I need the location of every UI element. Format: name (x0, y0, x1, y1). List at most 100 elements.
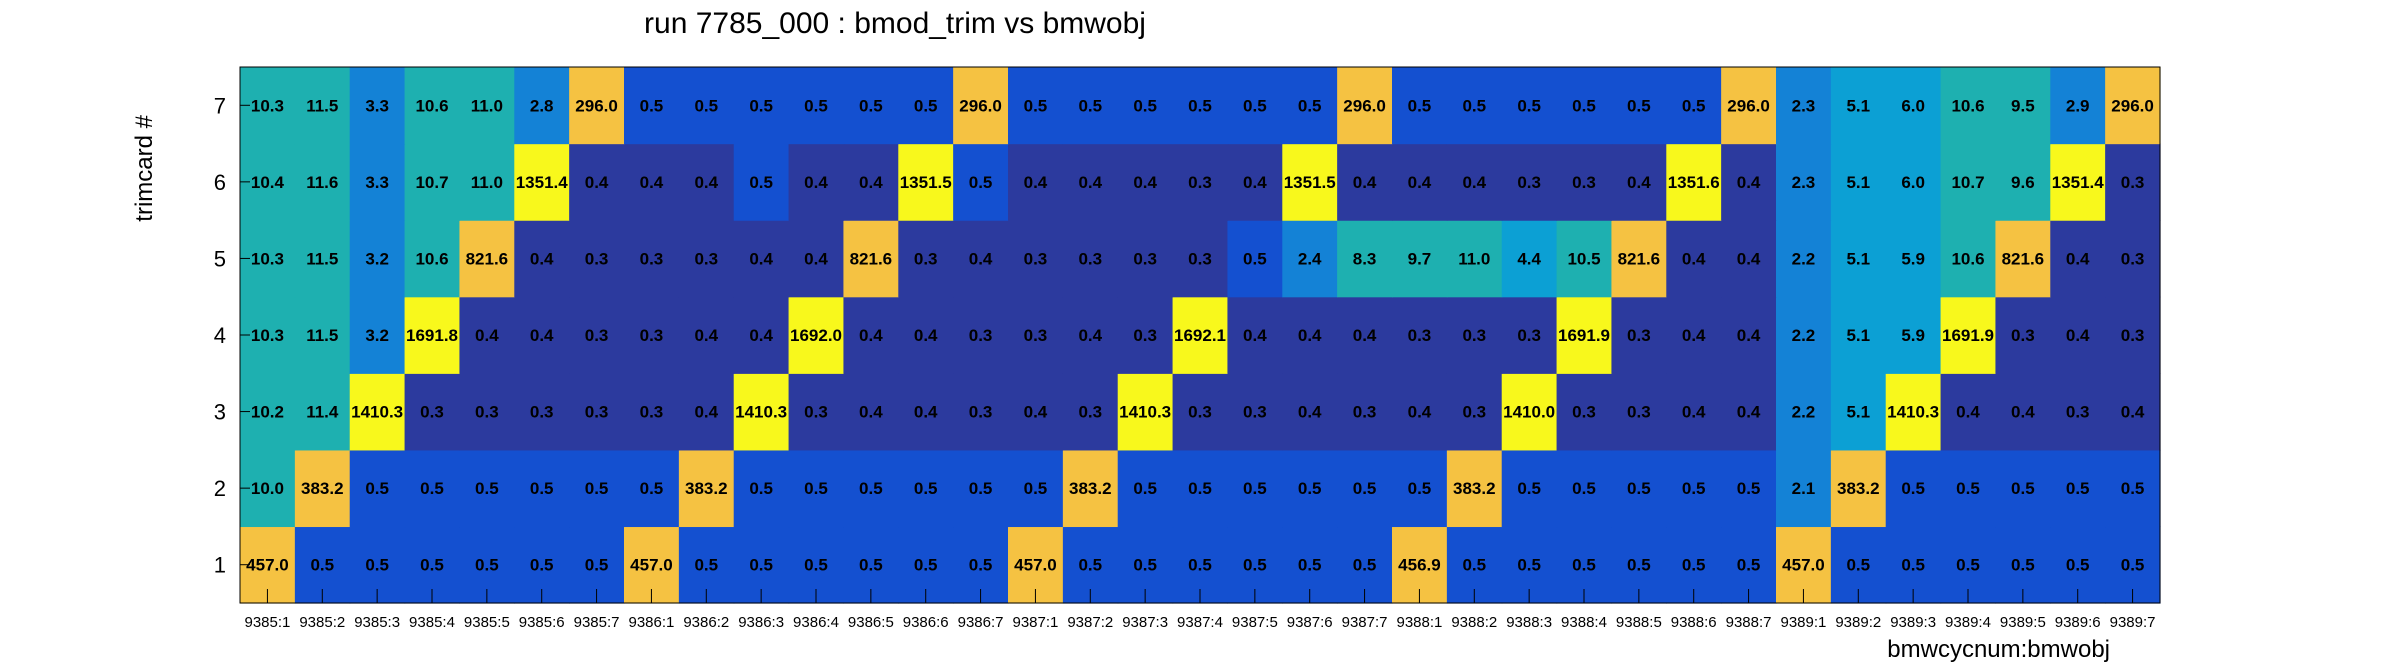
heatmap-cell (1227, 296, 1283, 374)
heatmap-cell (1282, 373, 1338, 451)
y-tick-label: 7 (214, 93, 226, 118)
heatmap-cell (624, 449, 680, 528)
heatmap-cell (1172, 67, 1229, 145)
heatmap-cell (569, 296, 625, 374)
y-axis-title: trimcard # (131, 114, 158, 221)
cell-value-label: 821.6 (466, 249, 509, 268)
cell-value-label: 8.3 (1353, 249, 1377, 268)
heatmap-cell (1227, 220, 1283, 298)
cell-value-label: 0.5 (749, 96, 773, 115)
heatmap-cell (953, 67, 1009, 145)
heatmap-cell (1611, 220, 1667, 298)
cell-value-label: 0.3 (1353, 403, 1377, 422)
heatmap-cell (624, 143, 680, 221)
heatmap-cell (1008, 67, 1064, 145)
cell-value-label: 2.4 (1298, 249, 1322, 268)
heatmap-cell (2050, 449, 2106, 528)
cell-value-label: 10.5 (1567, 249, 1600, 268)
cell-value-label: 0.5 (1682, 96, 1706, 115)
cell-value-label: 296.0 (2111, 96, 2154, 115)
cell-value-label: 11.0 (471, 96, 503, 115)
heatmap-cell (1611, 143, 1667, 221)
cell-value-label: 0.4 (1408, 403, 1432, 422)
cell-value-label: 1351.4 (516, 173, 569, 192)
heatmap-cell (898, 143, 954, 221)
heatmap-cell (1995, 373, 2051, 451)
cell-value-label: 11.5 (306, 249, 338, 268)
x-tick-label: 9389:3 (1890, 614, 1936, 631)
cell-value-label: 11.0 (471, 173, 503, 192)
heatmap-cell (349, 296, 406, 374)
heatmap-cell (2050, 373, 2106, 451)
heatmap-cell (1117, 220, 1174, 298)
cell-value-label: 0.3 (2121, 173, 2145, 192)
heatmap-cell (1337, 220, 1393, 298)
cell-value-label: 1351.5 (900, 173, 952, 192)
heatmap-cell (1227, 373, 1283, 451)
cell-value-label: 0.5 (969, 479, 993, 498)
cell-value-label: 6.0 (1901, 173, 1925, 192)
heatmap-cell (788, 67, 845, 145)
x-tick-label: 9387:7 (1342, 614, 1388, 631)
x-tick-label: 9389:7 (2110, 614, 2156, 631)
cell-value-label: 10.6 (415, 249, 448, 268)
heatmap-cell (1062, 449, 1119, 528)
x-tick-label: 9388:7 (1726, 614, 1772, 631)
heatmap-cell (1392, 143, 1448, 221)
x-tick-label: 9385:2 (299, 614, 345, 631)
x-tick-label: 9389:6 (2055, 614, 2101, 631)
heatmap-cell (2105, 143, 2161, 221)
cell-value-label: 0.5 (1024, 96, 1048, 115)
cell-value-label: 0.3 (1627, 326, 1651, 345)
heatmap-cell (569, 449, 625, 528)
x-tick-label: 9388:5 (1616, 614, 1662, 631)
x-tick-label: 9386:6 (903, 614, 949, 631)
cell-value-label: 10.4 (251, 173, 285, 192)
cell-value-label: 2.9 (2066, 96, 2090, 115)
x-tick-label: 9387:1 (1012, 614, 1058, 631)
heatmap-cell (843, 449, 899, 528)
cell-value-label: 0.3 (969, 326, 993, 345)
cell-value-label: 0.5 (749, 173, 773, 192)
heatmap-cell (1008, 449, 1064, 528)
heatmap-cell (459, 220, 515, 298)
heatmap-cell (1940, 296, 1997, 374)
heatmap-cell (2105, 296, 2161, 374)
heatmap-cell (569, 220, 625, 298)
heatmap-cell (404, 67, 461, 145)
plot-frame (239, 66, 2161, 604)
cell-value-label: 0.3 (2121, 326, 2145, 345)
x-tick-label: 9389:2 (1835, 614, 1881, 631)
cell-value-label: 0.5 (1737, 479, 1761, 498)
x-tick-label: 9387:4 (1177, 614, 1223, 631)
cell-value-label: 9.5 (2011, 96, 2035, 115)
cell-value-label: 0.3 (2066, 403, 2090, 422)
x-tick-label: 9385:4 (409, 614, 455, 631)
cell-value-label: 10.3 (251, 96, 284, 115)
heatmap-cell (1611, 67, 1667, 145)
cell-value-label: 0.4 (1462, 173, 1486, 192)
heatmap-cell (898, 220, 954, 298)
cell-value-label: 0.5 (749, 479, 773, 498)
heatmap-cell (788, 373, 845, 451)
cell-value-label: 1691.8 (406, 326, 458, 345)
cell-value-label: 456.9 (1398, 556, 1441, 575)
heatmap-cell (2050, 220, 2106, 298)
heatmap-cell (1501, 143, 1558, 221)
cell-value-label: 0.5 (1572, 556, 1596, 575)
cell-value-label: 0.5 (1517, 556, 1541, 575)
heatmap-cell (1062, 67, 1119, 145)
cell-value-label: 296.0 (1343, 96, 1386, 115)
cell-value-label: 0.5 (1188, 556, 1212, 575)
cell-value-label: 0.3 (1462, 326, 1486, 345)
heatmap-cell (678, 67, 735, 145)
heatmap-cell (294, 220, 351, 298)
cell-value-label: 0.3 (1572, 173, 1596, 192)
cell-value-label: 0.4 (859, 173, 883, 192)
heatmap-cell (733, 373, 790, 451)
cell-value-label: 0.4 (1737, 249, 1761, 268)
heatmap-cell (1721, 67, 1777, 145)
heatmap-cell (1446, 67, 1503, 145)
cell-value-label: 0.5 (1298, 556, 1322, 575)
